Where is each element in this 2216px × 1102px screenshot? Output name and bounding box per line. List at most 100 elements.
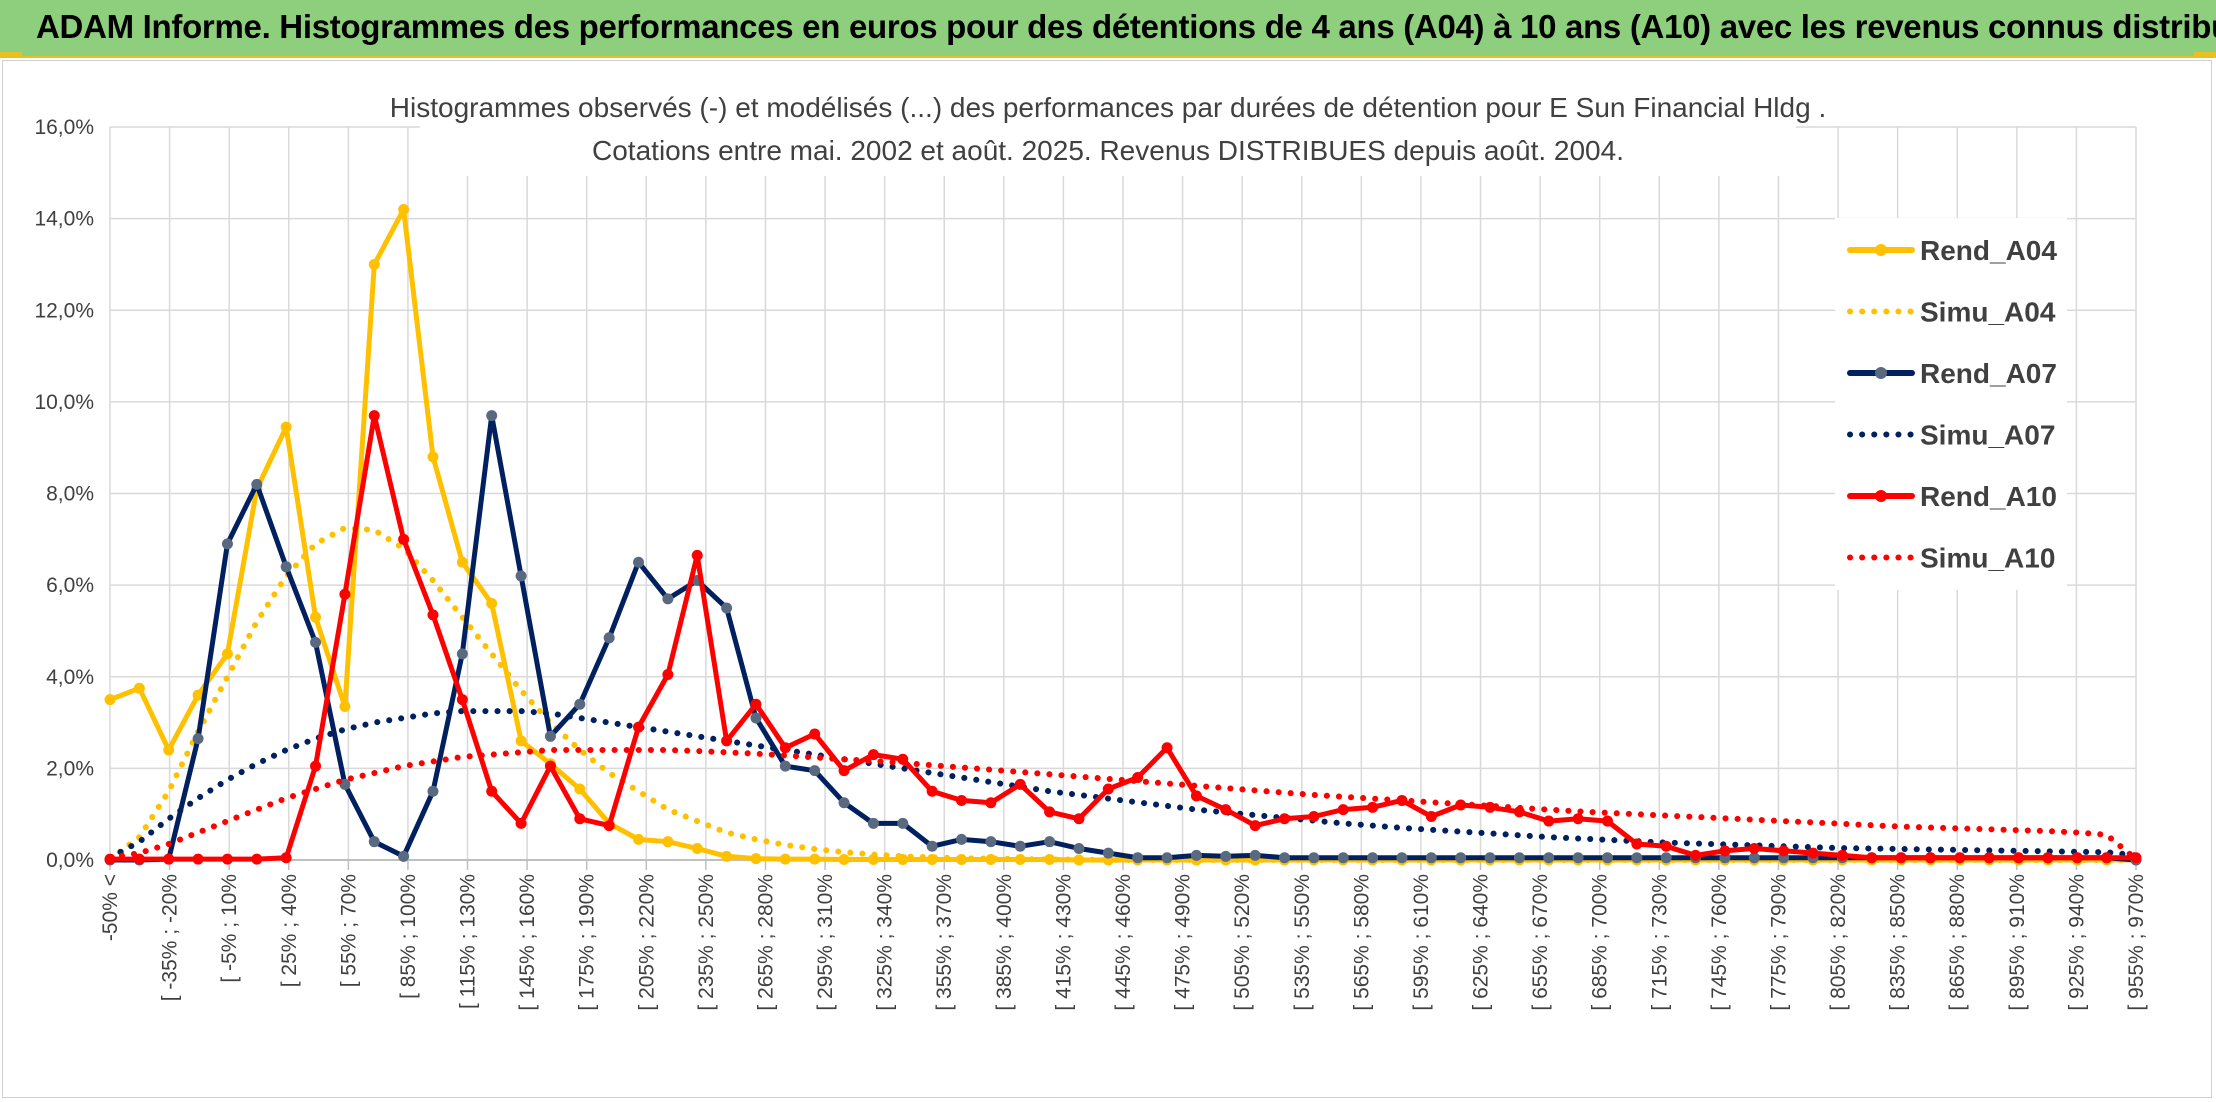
data-point [809, 765, 821, 777]
x-tick-label: [ 445% ; 460% [1112, 874, 1135, 1011]
header-title: ADAM Informe. Histogrammes des performan… [36, 8, 2216, 45]
x-tick-label: [ 385% ; 400% [993, 874, 1016, 1011]
data-point [1367, 852, 1379, 864]
x-tick-label: [ 325% ; 340% [874, 874, 897, 1011]
data-point [544, 730, 556, 742]
y-tick-label: 16,0% [34, 116, 94, 139]
data-point [280, 561, 292, 573]
data-point [779, 742, 791, 754]
data-point [427, 785, 439, 797]
data-point [1778, 845, 1790, 857]
data-point [838, 854, 850, 866]
data-point [838, 765, 850, 777]
data-point [1719, 845, 1731, 857]
data-point [1161, 852, 1173, 864]
x-tick-label: [ -35% ; -20% [159, 874, 182, 1001]
data-point [1601, 815, 1613, 827]
x-tick-label: [ 565% ; 580% [1350, 874, 1373, 1011]
y-tick-label: 14,0% [34, 208, 94, 231]
x-tick-label: [ 475% ; 490% [1172, 874, 1195, 1011]
data-point [398, 850, 410, 862]
data-point [662, 593, 674, 605]
data-point [1308, 852, 1320, 864]
chart-title: Histogrammes observés (-) et modélisés (… [390, 84, 1826, 176]
data-point [163, 853, 175, 865]
data-point [1484, 852, 1496, 864]
data-point [1220, 804, 1232, 816]
data-point [1690, 849, 1702, 861]
data-point [486, 597, 498, 609]
x-tick-label: [ 145% ; 160% [516, 874, 539, 1011]
chart-title-line: Cotations entre mai. 2002 et août. 2025.… [592, 135, 1624, 166]
data-point [1132, 852, 1144, 864]
x-tick-label: [ 835% ; 850% [1887, 874, 1910, 1011]
data-point [221, 853, 233, 865]
x-tick-label: [ 715% ; 730% [1648, 874, 1671, 1011]
data-point [221, 648, 233, 660]
data-point [2071, 852, 2083, 864]
data-point [544, 760, 556, 772]
data-point [750, 698, 762, 710]
data-point [1660, 840, 1672, 852]
data-point [280, 421, 292, 433]
data-point [1249, 849, 1261, 861]
data-point [956, 833, 968, 845]
data-point [1807, 847, 1819, 859]
data-point [721, 850, 733, 862]
y-tick-label: 0,0% [46, 849, 94, 872]
data-point [1748, 843, 1760, 855]
data-point [163, 744, 175, 756]
legend-label: Simu_A10 [1920, 543, 2055, 574]
data-point [486, 785, 498, 797]
data-point [368, 836, 380, 848]
data-point [427, 609, 439, 621]
x-tick-label: [ 415% ; 430% [1052, 874, 1075, 1011]
data-point [1337, 804, 1349, 816]
y-tick-label: 2,0% [46, 757, 94, 780]
data-point [1895, 852, 1907, 864]
data-point [1190, 790, 1202, 802]
data-point [398, 203, 410, 215]
data-point [926, 785, 938, 797]
x-tick-label: [ 355% ; 370% [933, 874, 956, 1011]
data-point [2013, 852, 2025, 864]
data-point [368, 258, 380, 270]
series-line-simu-a10 [107, 747, 2139, 863]
x-tick-label: [ 775% ; 790% [1767, 874, 1790, 1011]
data-point [1337, 852, 1349, 864]
data-point [251, 853, 263, 865]
data-point [1073, 813, 1085, 825]
data-point [192, 689, 204, 701]
data-point [721, 602, 733, 614]
data-point [691, 549, 703, 561]
data-point [1073, 843, 1085, 855]
x-tick-label: [ 685% ; 700% [1589, 874, 1612, 1011]
data-point [1014, 840, 1026, 852]
data-point [750, 853, 762, 865]
y-tick-label: 6,0% [46, 574, 94, 597]
data-point [633, 556, 645, 568]
chart-frame [2, 60, 2212, 1098]
data-point [838, 797, 850, 809]
data-point [280, 852, 292, 864]
data-point [2130, 852, 2142, 864]
data-point [192, 853, 204, 865]
data-point [515, 817, 527, 829]
data-point [1513, 852, 1525, 864]
data-point [779, 853, 791, 865]
legend-marker [1875, 367, 1887, 379]
data-point [691, 843, 703, 855]
data-point [456, 556, 468, 568]
data-point [1102, 847, 1114, 859]
data-point [1190, 849, 1202, 861]
data-point [867, 749, 879, 761]
x-tick-label: [ 865% ; 880% [1946, 874, 1969, 1011]
data-point [897, 817, 909, 829]
data-point [574, 813, 586, 825]
x-tick-label: [ 625% ; 640% [1470, 874, 1493, 1011]
data-point [515, 735, 527, 747]
data-point [1983, 852, 1995, 864]
data-point [133, 853, 145, 865]
data-point [779, 760, 791, 772]
data-point [1866, 852, 1878, 864]
